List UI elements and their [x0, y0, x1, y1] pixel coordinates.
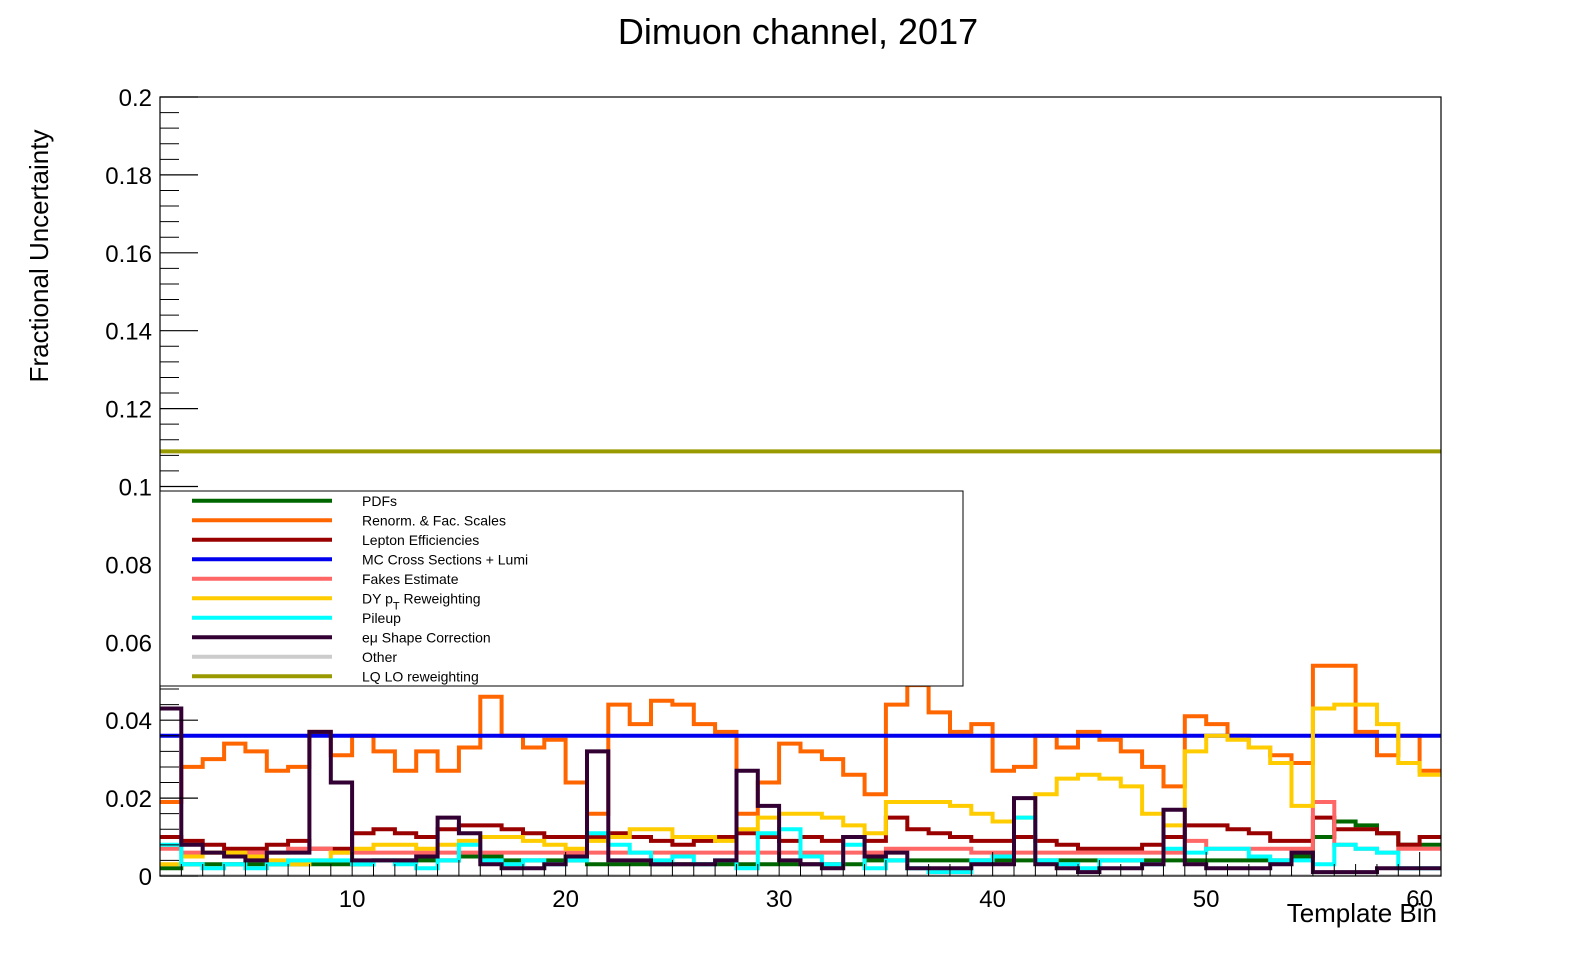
x-tick-label: 20	[552, 886, 579, 913]
y-tick-label: 0.08	[105, 552, 152, 579]
legend-box	[159, 490, 964, 687]
legend-label: LQ LO reweighting	[362, 668, 479, 684]
x-axis-label: Template Bin	[1287, 898, 1437, 928]
legend-entry-lepton-efficiencies: Lepton Efficiencies	[192, 532, 479, 548]
y-tick-label: 0.02	[105, 786, 152, 813]
legend-label: PDFs	[362, 493, 397, 509]
y-tick-label: 0.04	[105, 708, 152, 735]
legend-entry-fakes-estimate: Fakes Estimate	[192, 571, 459, 587]
legend-label: Other	[362, 649, 397, 665]
y-tick-label: 0.1	[119, 475, 152, 502]
series-line-renorm-fac-scales	[160, 663, 1441, 816]
legend-label: Renorm. & Fac. Scales	[362, 512, 506, 528]
x-tick-label: 40	[979, 886, 1006, 913]
y-tick-label: 0.2	[119, 85, 152, 112]
y-tick-label: 0.18	[105, 163, 152, 190]
y-axis-label: Fractional Uncertainty	[24, 130, 54, 383]
y-tick-label: 0.06	[105, 630, 152, 657]
x-tick-label: 60	[1406, 886, 1433, 913]
legend-label: eμ Shape Correction	[362, 629, 491, 645]
y-tick-label: 0.12	[105, 397, 152, 424]
legend-entry-other: Other	[192, 649, 397, 665]
y-tick-label: 0.14	[105, 319, 152, 346]
legend-entry-e-shape-correction: eμ Shape Correction	[192, 629, 491, 645]
y-tick-label: 0	[139, 864, 152, 891]
legend-entry-pileup: Pileup	[192, 610, 401, 626]
x-tick-label: 10	[339, 886, 366, 913]
legend-entry-pdfs: PDFs	[192, 493, 397, 509]
axes-layer: 0 0.02 0.04 0.06 0.08 0.1 0.12 0.14 0.16 0.18 0.2 1…	[105, 85, 1442, 913]
legend-entry-mc-cross-sections-lumi: MC Cross Sections + Lumi	[192, 551, 528, 567]
legend-entry-lq-lo-reweighting: LQ LO reweighting	[192, 668, 479, 684]
legend-label: Fakes Estimate	[362, 571, 459, 587]
chart-title: Dimuon channel, 2017	[618, 11, 978, 52]
legend-label: MC Cross Sections + Lumi	[362, 551, 528, 567]
legend: PDFs Renorm. & Fac. Scales Lepton Efficien…	[159, 490, 964, 687]
x-tick-label: 30	[766, 886, 793, 913]
series-line-dy-p-t-reweighting	[160, 702, 1441, 867]
legend-entry-renorm-fac-scales: Renorm. & Fac. Scales	[192, 512, 506, 528]
legend-label: Lepton Efficiencies	[362, 532, 479, 548]
legend-label: Pileup	[362, 610, 401, 626]
x-tick-label: 50	[1193, 886, 1220, 913]
y-tick-label: 0.16	[105, 241, 152, 268]
